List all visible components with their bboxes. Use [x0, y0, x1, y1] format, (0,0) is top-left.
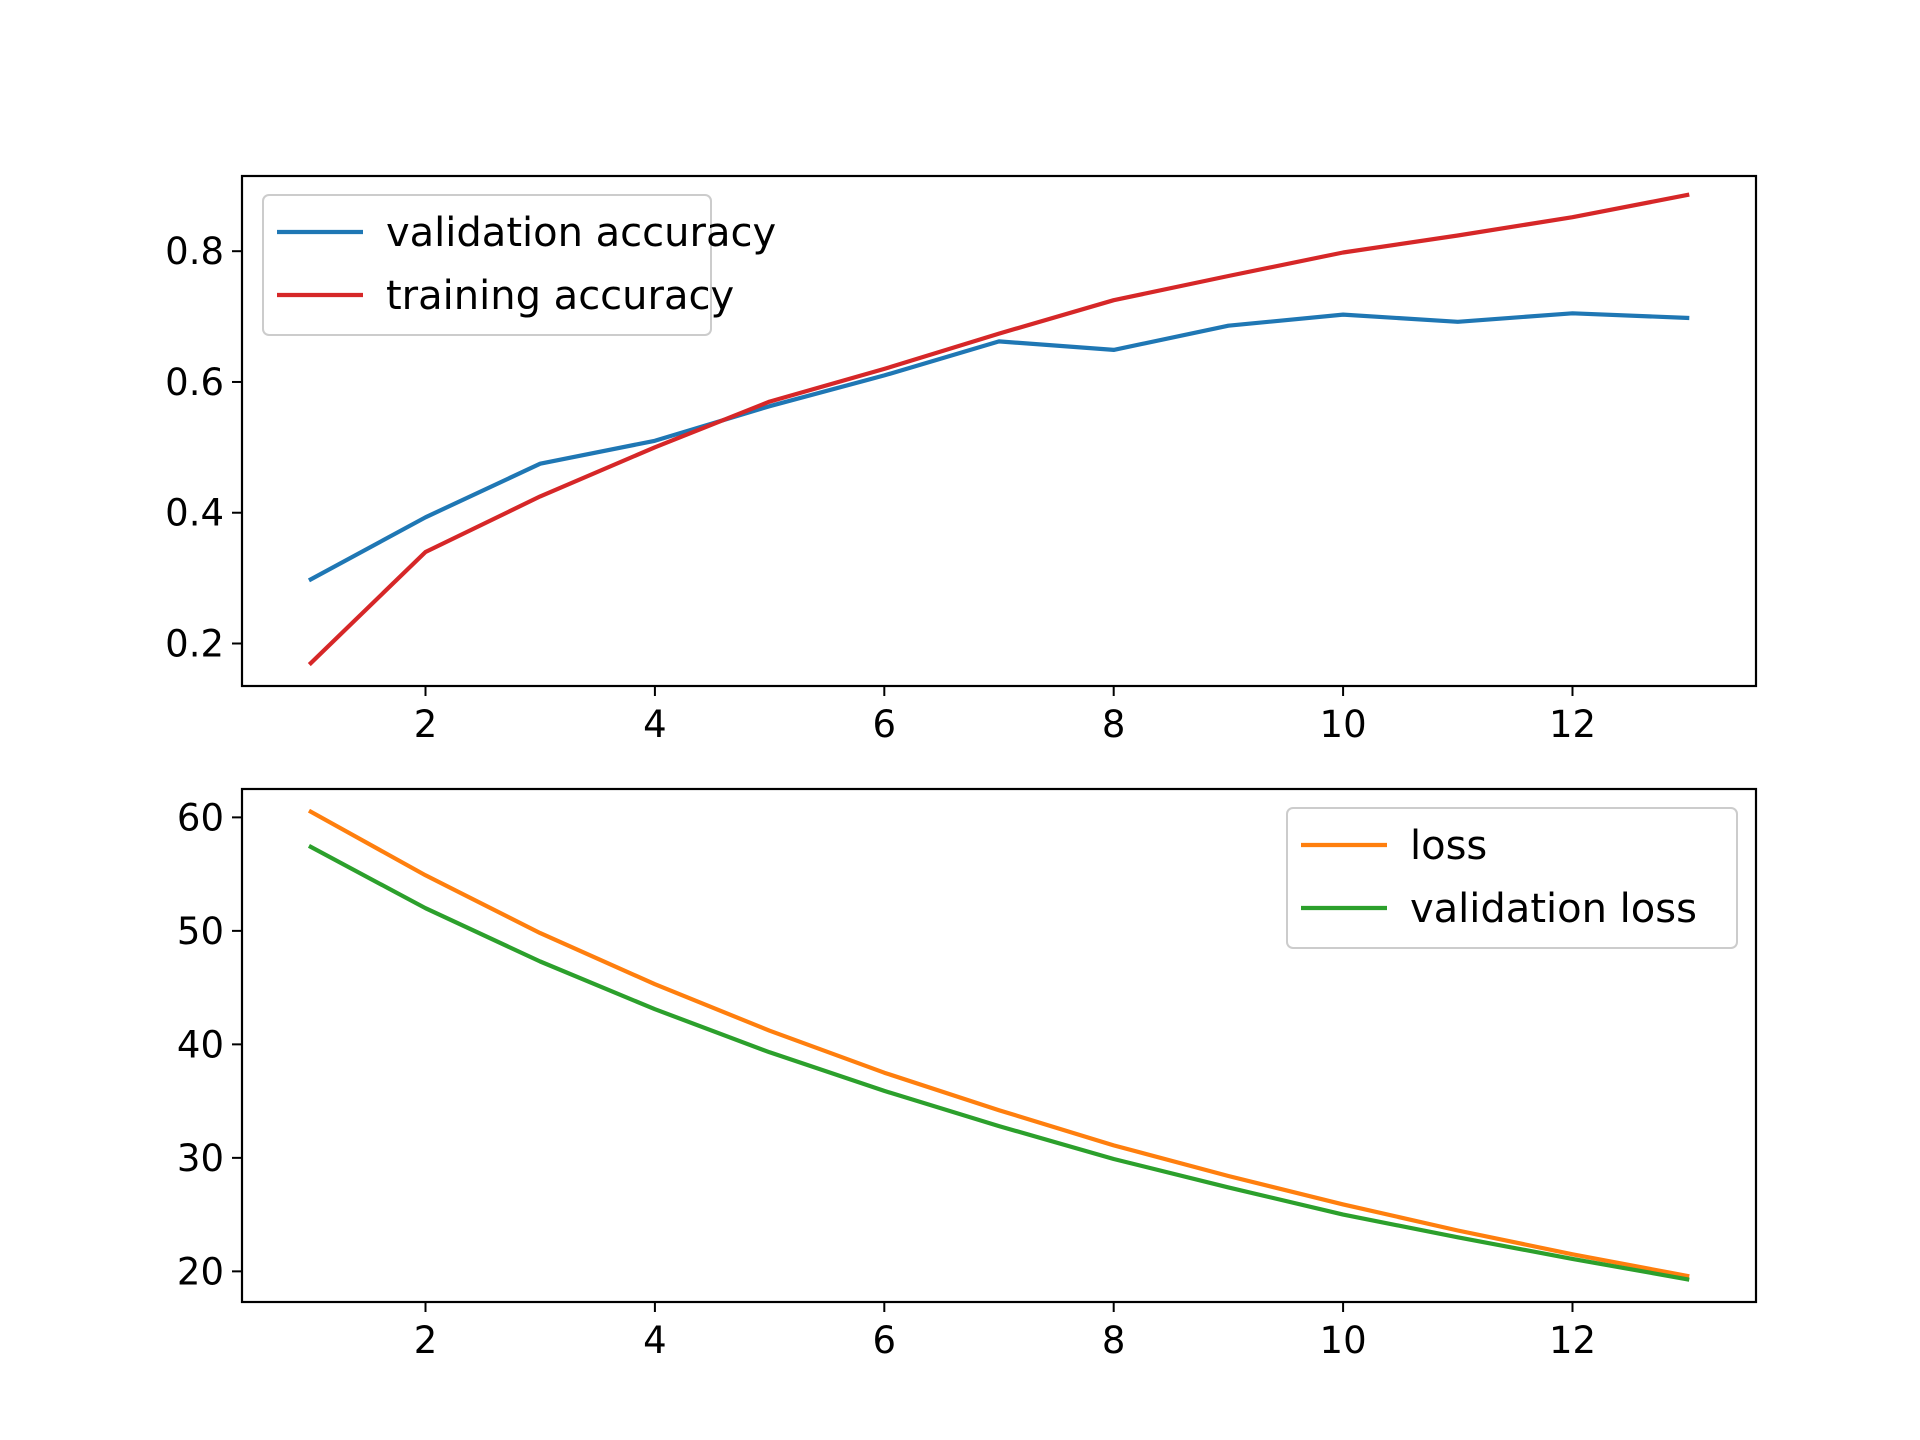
accuracy-subplot: 2 4 6 8 10 12 0.2 0.4 0.6 0.8 validation accuracy t…	[165, 174, 1758, 746]
series-line-training-accuracy	[307, 192, 1690, 667]
x-tick-label: 2	[414, 1319, 438, 1362]
series-line-validation-loss	[307, 844, 1690, 1282]
series-line-loss	[307, 808, 1690, 1279]
loss-subplot: 2 4 6 8 10 12 20 30 40 50 60 loss validation loss	[177, 787, 1758, 1362]
y-tick-label: 0.4	[165, 492, 224, 535]
legend-box	[262, 194, 712, 336]
x-tick-label: 6	[873, 703, 897, 746]
x-tick-label: 6	[873, 1319, 897, 1362]
axes-frame	[240, 787, 1758, 1304]
y-tick-label: 20	[177, 1250, 224, 1293]
x-tick-label: 8	[1102, 1319, 1126, 1362]
y-tick-label: 60	[177, 796, 224, 839]
x-tick-label: 12	[1549, 703, 1596, 746]
legend-label: loss	[1410, 823, 1487, 869]
x-tick-label: 8	[1102, 703, 1126, 746]
legend-label: validation accuracy	[386, 210, 776, 256]
x-tick-label: 4	[643, 1319, 667, 1362]
x-tick-label: 12	[1549, 1319, 1596, 1362]
axes-frame	[240, 174, 1758, 688]
x-tick-label: 10	[1320, 1319, 1367, 1362]
series-line-validation-accuracy	[307, 311, 1690, 583]
legend: validation accuracy training accuracy	[262, 194, 776, 336]
legend-box	[1286, 807, 1738, 949]
y-tick-label: 0.8	[165, 230, 224, 273]
y-tick-label: 0.6	[165, 361, 224, 404]
legend: loss validation loss	[1286, 807, 1738, 949]
y-tick-label: 0.2	[165, 623, 224, 666]
legend-label: training accuracy	[386, 273, 734, 319]
x-tick-label: 2	[414, 703, 438, 746]
x-tick-label: 10	[1320, 703, 1367, 746]
y-tick-label: 50	[177, 910, 224, 953]
y-tick-label: 30	[177, 1137, 224, 1180]
y-tick-label: 40	[177, 1023, 224, 1066]
legend-label: validation loss	[1410, 886, 1697, 932]
x-tick-label: 4	[643, 703, 667, 746]
